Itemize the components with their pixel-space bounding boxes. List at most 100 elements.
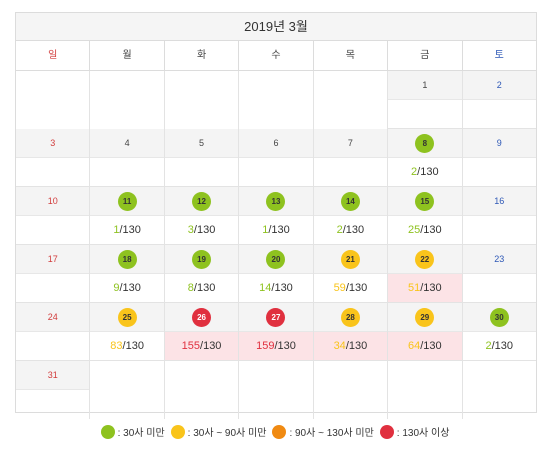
booking-count	[90, 158, 163, 186]
day-number: 7	[347, 138, 353, 148]
calendar-week: 24 25 83/130 26 155/130 27 159/130 28 34/130 29 64…	[16, 303, 536, 361]
booking-count: 1/130	[90, 216, 163, 244]
legend-dot-orange	[272, 424, 287, 439]
status-dot-yellow[interactable]: 22	[415, 249, 435, 269]
calendar-empty-cell	[16, 71, 91, 129]
day-number-cell: 30	[462, 303, 536, 332]
calendar-empty-cell	[90, 361, 165, 419]
status-dot-green[interactable]: 8	[415, 133, 435, 153]
status-dot-green[interactable]: 30	[489, 307, 509, 327]
status-dot-green[interactable]: 15	[415, 191, 435, 211]
calendar-day[interactable]: 14 2/130	[313, 187, 389, 245]
booking-count	[16, 332, 89, 360]
status-dot-green[interactable]: 11	[117, 191, 137, 211]
calendar-day[interactable]: 18 9/130	[90, 245, 165, 303]
status-dot-yellow[interactable]: 21	[340, 249, 360, 269]
calendar-empty-cell	[314, 361, 389, 419]
day-number-cell: 14	[313, 187, 388, 216]
weekday-thu: 목	[314, 41, 389, 70]
booking-count: 3/130	[165, 216, 238, 244]
calendar-empty-cell	[239, 71, 314, 129]
calendar-day: 9	[462, 129, 536, 187]
status-dot-green[interactable]: 14	[340, 191, 360, 211]
calendar-day[interactable]: 19 8/130	[164, 245, 240, 303]
booking-count: 25/130	[388, 216, 461, 244]
day-number-cell: 21	[313, 245, 388, 274]
status-dot-green[interactable]: 19	[192, 249, 212, 269]
booking-capacity: /130	[417, 166, 439, 178]
calendar-day[interactable]: 12 3/130	[164, 187, 240, 245]
day-number-cell: 26	[164, 303, 239, 332]
day-number-cell: 12	[164, 187, 239, 216]
booking-count	[463, 100, 536, 128]
booking-count	[16, 158, 89, 186]
calendar-day: 10	[16, 187, 91, 245]
calendar-day[interactable]: 21 59/130	[313, 245, 389, 303]
day-number-cell: 22	[388, 245, 462, 274]
booking-count-value: 51	[407, 282, 421, 294]
booking-capacity: /130	[200, 340, 222, 352]
legend-dot-green	[100, 424, 115, 439]
calendar-day[interactable]: 29 64/130	[388, 303, 463, 361]
day-number: 3	[50, 138, 56, 148]
calendar-empty-cell	[165, 361, 240, 419]
weekday-wed: 수	[239, 41, 314, 70]
day-number-cell: 23	[462, 245, 536, 274]
booking-count	[463, 274, 536, 302]
booking-capacity: /130	[193, 224, 216, 236]
status-dot-yellow[interactable]: 28	[340, 307, 360, 327]
booking-count: 64/130	[388, 332, 462, 360]
booking-count-value: 1	[262, 224, 269, 236]
status-dot-red[interactable]: 26	[192, 307, 212, 327]
status-dot-yellow[interactable]: 29	[415, 307, 435, 327]
day-number: 10	[47, 196, 58, 206]
calendar-day[interactable]: 25 83/130	[90, 303, 165, 361]
calendar-day[interactable]: 26 155/130	[164, 303, 240, 361]
calendar-week: 31	[16, 361, 536, 419]
calendar-day[interactable]: 30 2/130	[462, 303, 536, 361]
day-number: 4	[124, 138, 130, 148]
day-number: 16	[494, 196, 505, 206]
booking-count: 51/130	[388, 274, 462, 302]
booking-count-value: 64	[407, 340, 421, 352]
weekday-mon: 월	[90, 41, 165, 70]
calendar-title: 2019년 3월	[16, 13, 536, 41]
calendar-day: 6	[239, 129, 314, 187]
status-dot-green[interactable]: 20	[266, 249, 286, 269]
status-dot-green[interactable]: 18	[117, 249, 137, 269]
legend-label: : 90사 ~ 130사 미만	[289, 428, 374, 439]
booking-count	[16, 390, 89, 419]
calendar-day[interactable]: 28 34/130	[313, 303, 389, 361]
calendar-day[interactable]: 20 14/130	[239, 245, 314, 303]
booking-capacity: /130	[271, 282, 293, 294]
status-dot-red[interactable]: 27	[266, 307, 286, 327]
day-number: 2	[496, 80, 502, 90]
day-number: 5	[199, 138, 205, 148]
booking-count: 59/130	[314, 274, 387, 302]
legend-label: : 30사 ~ 90사 미만	[187, 428, 267, 439]
status-dot-green[interactable]: 12	[192, 191, 212, 211]
status-dot-yellow[interactable]: 25	[117, 307, 137, 327]
calendar-empty-cell	[388, 361, 463, 419]
legend-dot-red	[379, 424, 394, 439]
booking-count-value: 159	[256, 340, 275, 352]
calendar-empty-cell	[463, 361, 536, 419]
booking-capacity: /130	[342, 224, 365, 236]
day-number-cell: 16	[462, 187, 536, 216]
calendar-day[interactable]: 13 1/130	[239, 187, 314, 245]
calendar-empty-cell	[314, 71, 389, 129]
status-dot-green[interactable]: 13	[266, 191, 286, 211]
booking-count: 1/130	[239, 216, 312, 244]
calendar-day[interactable]: 11 1/130	[90, 187, 165, 245]
day-number-cell: 9	[462, 129, 536, 158]
calendar-day[interactable]: 22 51/130	[388, 245, 463, 303]
legend-item-orange: : 90사 ~ 130사 미만	[272, 424, 374, 439]
calendar-day[interactable]: 27 159/130	[239, 303, 314, 361]
calendar-day[interactable]: 8 2/130	[388, 129, 463, 187]
booking-count-value: 59	[333, 282, 346, 294]
day-number-cell: 31	[16, 361, 90, 390]
booking-capacity: /130	[491, 340, 514, 352]
day-number-cell: 8	[388, 129, 462, 158]
calendar-day[interactable]: 15 25/130	[388, 187, 463, 245]
